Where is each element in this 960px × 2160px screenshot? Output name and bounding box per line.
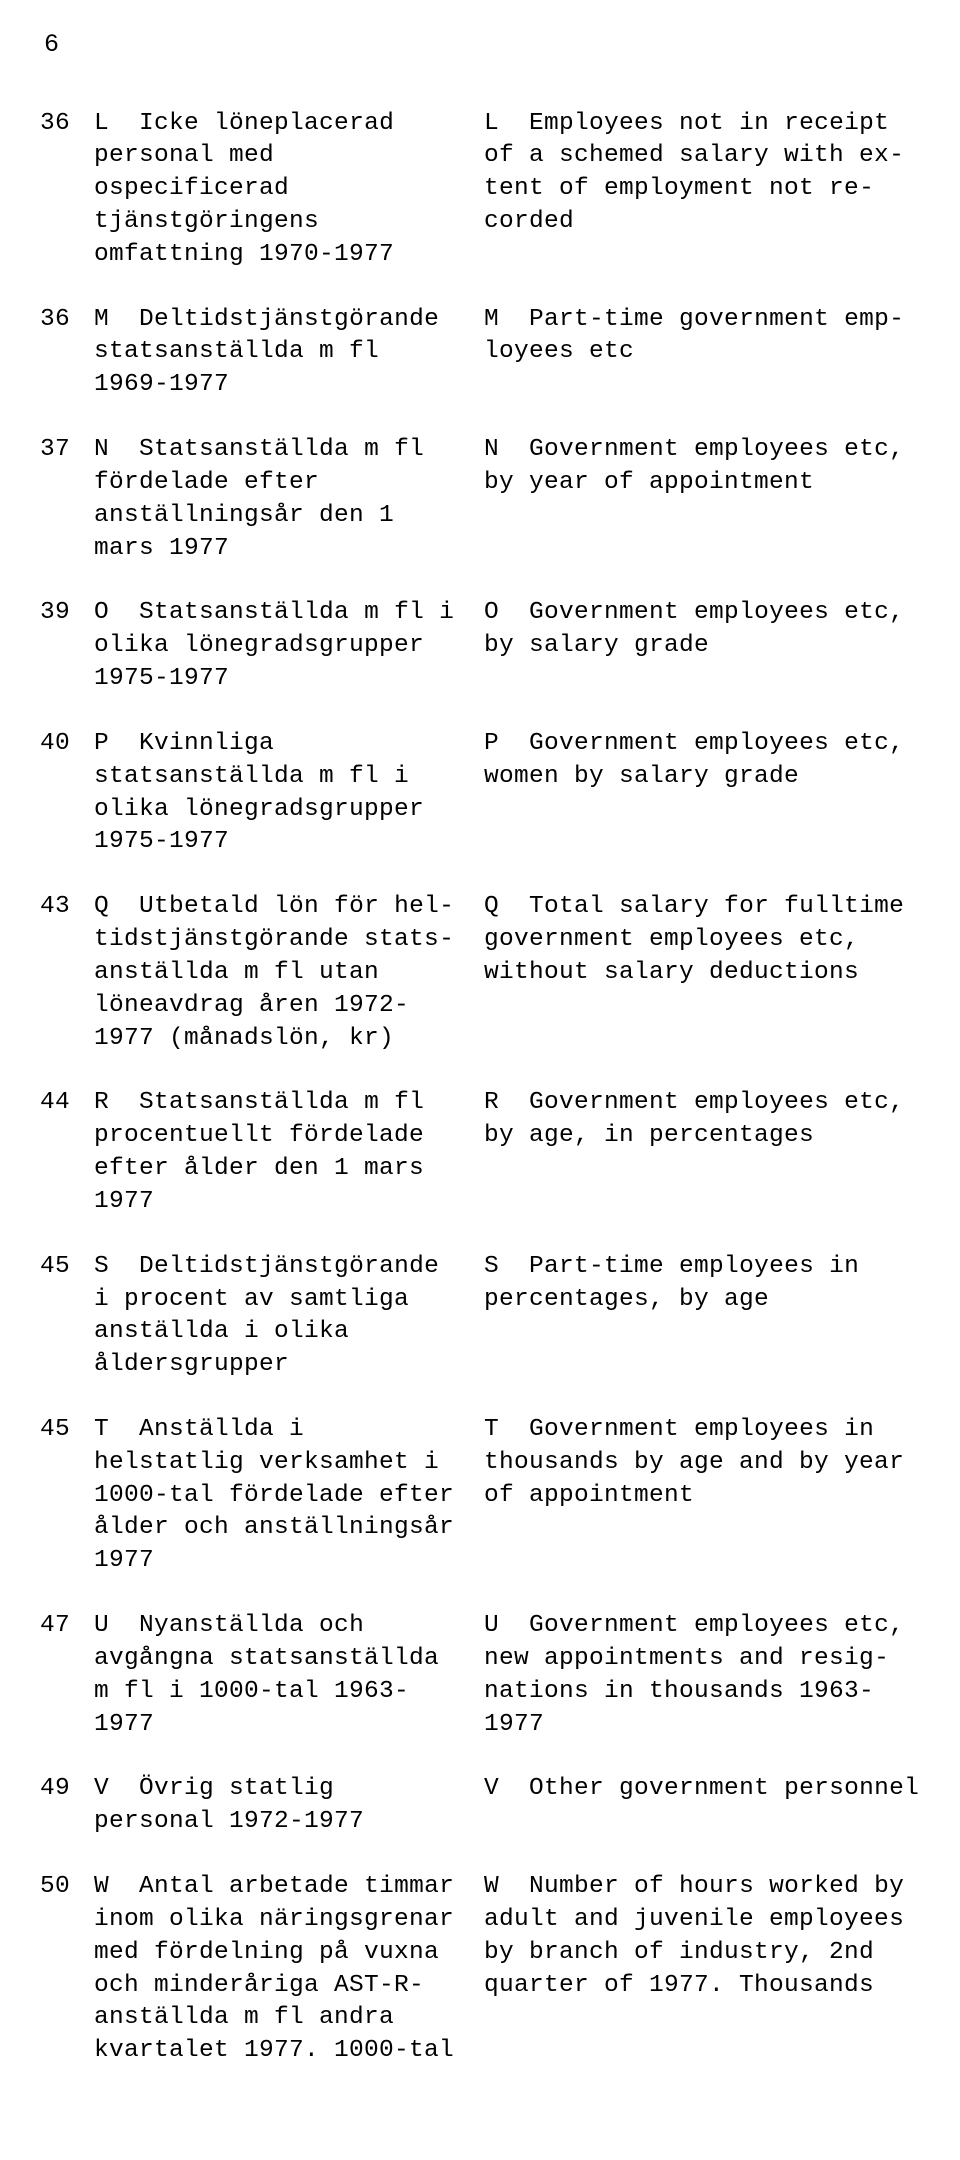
entry-row: 47U Nyanställda och avgång­na statsanstä… <box>40 1610 920 1741</box>
entry-letter-right: W <box>484 1873 499 1900</box>
entry-letter-right: V <box>484 1775 499 1802</box>
entry-letter-right: Q <box>484 893 499 920</box>
entry-swedish: P Kvinnliga statsanställ­da m fl i olika… <box>94 728 484 859</box>
entry-row: 50W Antal arbetade timmar inom olika när… <box>40 1871 920 2068</box>
entry-letter-right: T <box>484 1416 499 1443</box>
entry-swedish: V Övrig statlig personal 1972-1977 <box>94 1773 484 1839</box>
entry-letter-left: T <box>94 1416 109 1443</box>
entry-number: 47 <box>40 1610 94 1643</box>
entry-letter-left: W <box>94 1873 109 1900</box>
page-number: 6 <box>44 28 920 62</box>
entry-swedish: L Icke löneplacerad perso­nal med ospeci… <box>94 108 484 272</box>
entry-swedish-text: Icke löneplacerad perso­nal med ospecifi… <box>94 110 394 268</box>
entry-swedish: Q Utbetald lön för hel­tidstjänstgörande… <box>94 891 484 1055</box>
entry-letter-right: N <box>484 436 499 463</box>
entry-english: T Government employees in thousands by a… <box>484 1414 920 1512</box>
entry-letter-left: N <box>94 436 109 463</box>
entry-letter-left: O <box>94 599 109 626</box>
entry-english: V Other government person­nel <box>484 1773 920 1806</box>
entry-letter-left: L <box>94 110 109 137</box>
entry-number: 37 <box>40 434 94 467</box>
entry-letter-right: P <box>484 730 499 757</box>
entry-letter-right: M <box>484 306 499 333</box>
entry-english-text: Part-time government emp­loyees etc <box>484 306 904 366</box>
entry-english: R Government employees etc, by age, in p… <box>484 1087 920 1153</box>
entry-swedish-text: Deltidstjänstgörande statsanställda m fl… <box>94 306 439 399</box>
entry-english-text: Employees not in receipt of a schemed sa… <box>484 110 904 235</box>
entry-swedish-text: Statsanställda m fl för­delade efter ans… <box>94 436 424 561</box>
entry-swedish-text: Deltidstjänstgörande i procent av samtli… <box>94 1253 439 1378</box>
entry-swedish: R Statsanställda m fl procentuellt förde… <box>94 1087 484 1218</box>
entry-english: M Part-time government emp­loyees etc <box>484 304 920 370</box>
entry-number: 50 <box>40 1871 94 1904</box>
entry-letter-right: O <box>484 599 499 626</box>
entry-letter-right: S <box>484 1253 499 1280</box>
entry-swedish: N Statsanställda m fl för­delade efter a… <box>94 434 484 565</box>
entry-swedish-text: Anställda i helstatlig verksamhet i 1000… <box>94 1416 454 1574</box>
entry-english-text: Government employees etc, by year of app… <box>484 436 904 496</box>
entry-swedish: M Deltidstjänstgörande statsanställda m … <box>94 304 484 402</box>
entry-swedish-text: Kvinnliga statsanställ­da m fl i olika l… <box>94 730 424 855</box>
entry-row: 36L Icke löneplacerad perso­nal med ospe… <box>40 108 920 272</box>
entry-number: 44 <box>40 1087 94 1120</box>
entry-letter-left: V <box>94 1775 109 1802</box>
entry-number: 36 <box>40 108 94 141</box>
entry-letter-right: L <box>484 110 499 137</box>
entries-list: 36L Icke löneplacerad perso­nal med ospe… <box>40 108 920 2069</box>
entry-swedish: T Anställda i helstatlig verksamhet i 10… <box>94 1414 484 1578</box>
entry-english: W Number of hours worked by adult and ju… <box>484 1871 920 2002</box>
entry-english: N Government employees etc, by year of a… <box>484 434 920 500</box>
entry-number: 49 <box>40 1773 94 1806</box>
entry-english-text: Government employees in thousands by age… <box>484 1416 904 1509</box>
entry-english-text: Number of hours worked by adult and juve… <box>484 1873 904 1998</box>
entry-english-text: Part-time employees in percentages, by a… <box>484 1253 859 1313</box>
entry-number: 45 <box>40 1251 94 1284</box>
entry-row: 45S Deltidstjänstgörande i procent av sa… <box>40 1251 920 1382</box>
entry-letter-left: U <box>94 1612 109 1639</box>
entry-row: 49V Övrig statlig personal 1972-1977V Ot… <box>40 1773 920 1839</box>
entry-english: O Government employees etc, by salary gr… <box>484 597 920 663</box>
entry-swedish-text: Utbetald lön för hel­tidstjänstgörande s… <box>94 893 454 1051</box>
entry-english: P Government employees etc, women by sal… <box>484 728 920 794</box>
entry-swedish: S Deltidstjänstgörande i procent av samt… <box>94 1251 484 1382</box>
entry-swedish-text: Nyanställda och avgång­na statsanställda… <box>94 1612 439 1737</box>
entry-swedish-text: Övrig statlig personal 1972-1977 <box>94 1775 364 1835</box>
entry-swedish-text: Statsanställda m fl i olika lönegradsgru… <box>94 599 454 692</box>
entry-letter-left: P <box>94 730 109 757</box>
entry-number: 36 <box>40 304 94 337</box>
entry-swedish: U Nyanställda och avgång­na statsanställ… <box>94 1610 484 1741</box>
entry-letter-left: Q <box>94 893 109 920</box>
entry-english-text: Government employees etc, by salary grad… <box>484 599 904 659</box>
entry-english-text: Total salary for full­time government em… <box>484 893 904 986</box>
entry-letter-left: S <box>94 1253 109 1280</box>
entry-english: Q Total salary for full­time government … <box>484 891 920 989</box>
entry-letter-right: U <box>484 1612 499 1639</box>
entry-english-text: Government employees etc, women by salar… <box>484 730 904 790</box>
entry-english: U Government employees etc, new appointm… <box>484 1610 920 1741</box>
entry-english: L Employees not in receipt of a schemed … <box>484 108 920 239</box>
entry-number: 40 <box>40 728 94 761</box>
entry-swedish: O Statsanställda m fl i olika lönegradsg… <box>94 597 484 695</box>
entry-row: 40P Kvinnliga statsanställ­da m fl i oli… <box>40 728 920 859</box>
entry-letter-left: R <box>94 1089 109 1116</box>
entry-number: 45 <box>40 1414 94 1447</box>
entry-letter-right: R <box>484 1089 499 1116</box>
entry-swedish-text: Statsanställda m fl procentuellt fördela… <box>94 1089 424 1214</box>
entry-number: 43 <box>40 891 94 924</box>
entry-row: 37N Statsanställda m fl för­delade efter… <box>40 434 920 565</box>
entry-swedish: W Antal arbetade timmar inom olika närin… <box>94 1871 484 2068</box>
entry-letter-left: M <box>94 306 109 333</box>
entry-row: 44R Statsanställda m fl procentuellt för… <box>40 1087 920 1218</box>
entry-english: S Part-time employees in percentages, by… <box>484 1251 920 1317</box>
entry-row: 45T Anställda i helstatlig verksamhet i … <box>40 1414 920 1578</box>
entry-row: 39O Statsanställda m fl i olika lönegrad… <box>40 597 920 695</box>
entry-row: 43Q Utbetald lön för hel­tidstjänstgöran… <box>40 891 920 1055</box>
entry-number: 39 <box>40 597 94 630</box>
entry-row: 36M Deltidstjänstgörande statsanställda … <box>40 304 920 402</box>
entry-english-text: Government employees etc, new appointmen… <box>484 1612 904 1737</box>
entry-english-text: Government employees etc, by age, in per… <box>484 1089 904 1149</box>
entry-swedish-text: Antal arbetade timmar inom olika närings… <box>94 1873 454 2064</box>
entry-english-text: Other government person­nel <box>529 1775 919 1802</box>
